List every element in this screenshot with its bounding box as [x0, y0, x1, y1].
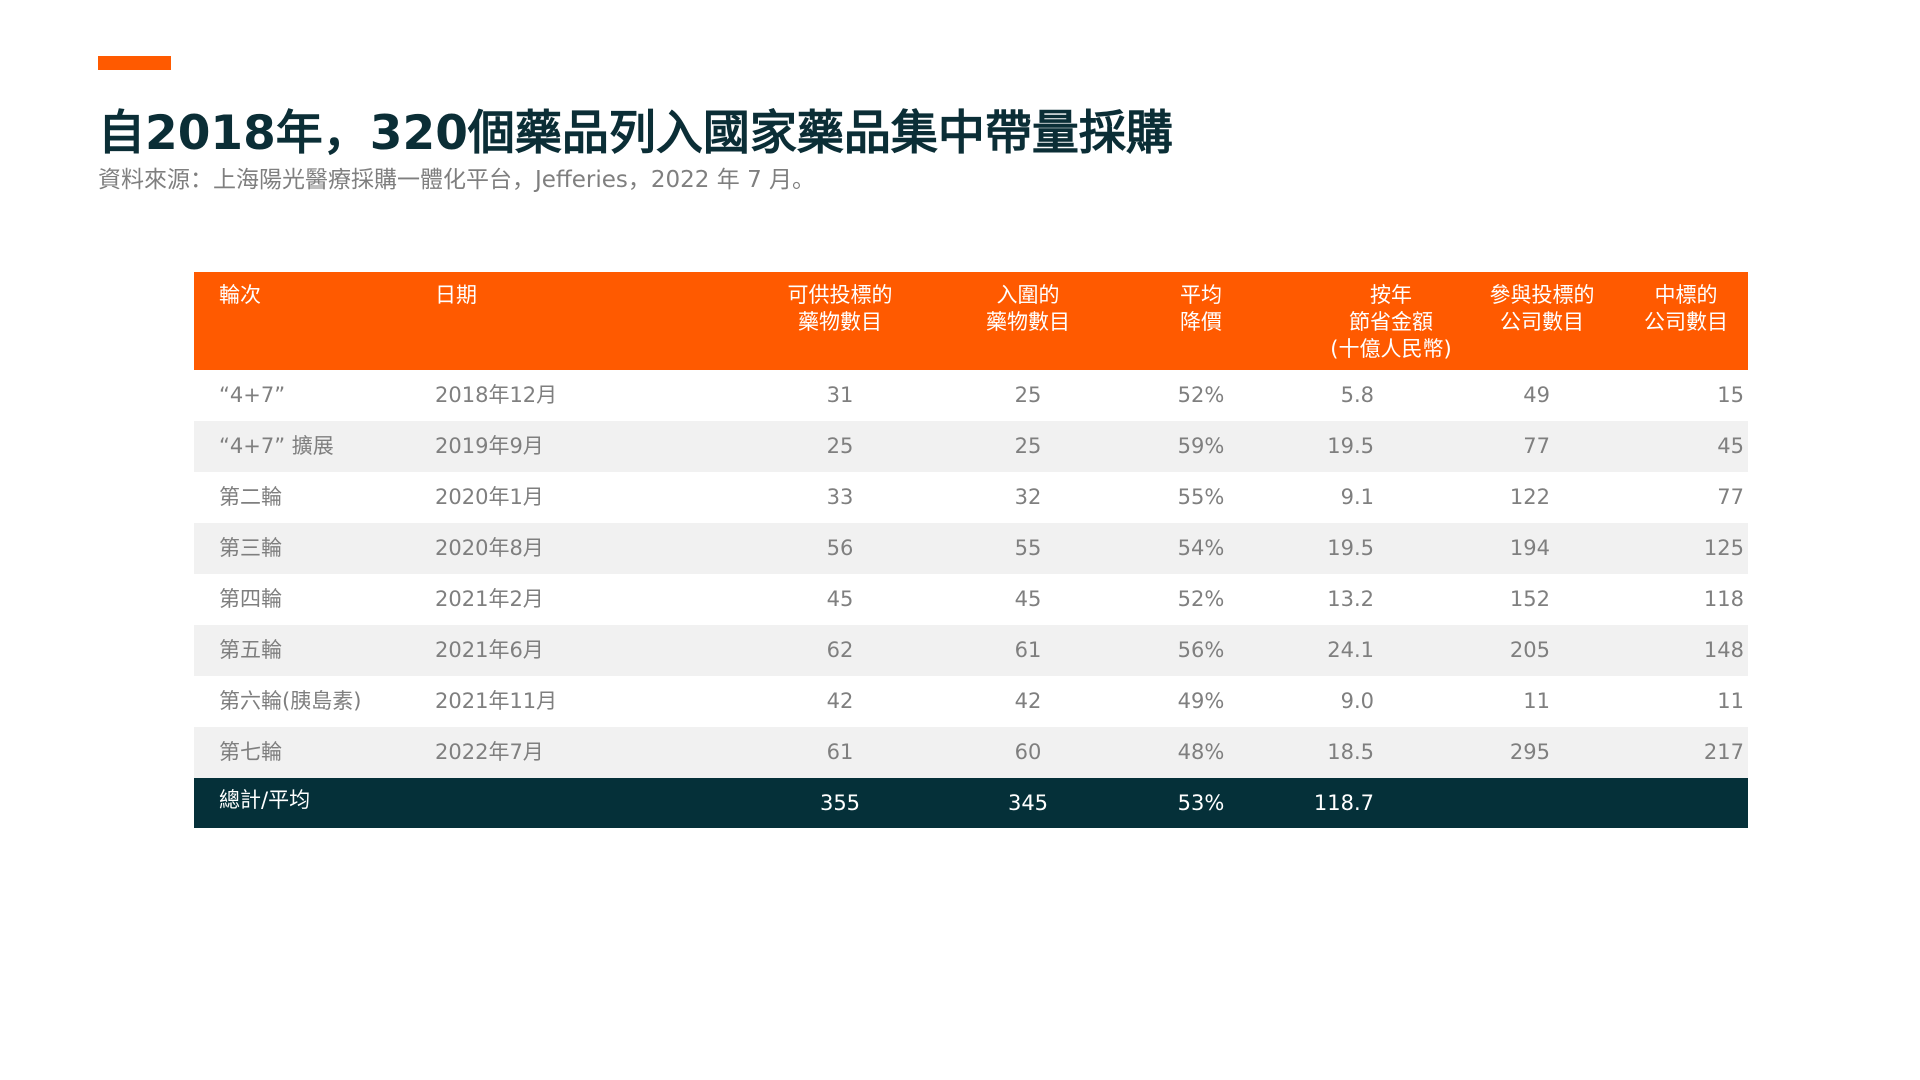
cell-annual-savings: 9.0: [1340, 689, 1374, 713]
cell-winning-companies: 45: [1717, 434, 1744, 458]
table-body: “4+7” 2018年12月 31 25 52% 5.8 49 15 “4+7” 擴展 2019年…: [194, 370, 1748, 778]
cell-drugs-available: 61: [826, 740, 854, 764]
page-title: 自2018年，320個藥品列入國家藥品集中帶量採購: [98, 106, 1173, 161]
accent-bar: [98, 56, 171, 70]
header-annual-savings: 按年 節省金額 (十億人民幣): [1330, 283, 1452, 361]
procurement-table: 輪次 日期 可供投標的 藥物數目 入圍的 藥物數目 平均 降價 按年 節省金額 …: [194, 272, 1748, 828]
cell-winning-companies: 148: [1703, 638, 1744, 662]
cell-winning-companies: 217: [1703, 740, 1744, 764]
cell-bidding-companies: 194: [1509, 536, 1550, 560]
cell-round: 第七輪: [219, 740, 282, 764]
header-winning-companies: 中標的 公司數目: [1644, 283, 1728, 334]
cell-avg-price-cut: 52%: [1177, 587, 1225, 611]
total-label: 總計/平均: [219, 788, 311, 812]
cell-avg-price-cut: 59%: [1177, 434, 1225, 458]
cell-winning-companies: 125: [1703, 536, 1744, 560]
cell-avg-price-cut: 52%: [1177, 383, 1225, 407]
cell-avg-price-cut: 55%: [1177, 485, 1225, 509]
cell-round: 第三輪: [219, 536, 282, 560]
cell-avg-price-cut: 48%: [1177, 740, 1225, 764]
total-drugs-selected: 345: [1007, 791, 1049, 815]
cell-bidding-companies: 77: [1523, 434, 1550, 458]
cell-annual-savings: 13.2: [1327, 587, 1374, 611]
total-annual-savings: 118.7: [1313, 791, 1374, 815]
cell-round: 第六輪(胰島素): [219, 689, 362, 713]
total-avg-price-cut: 53%: [1177, 791, 1225, 815]
cell-bidding-companies: 295: [1509, 740, 1550, 764]
cell-winning-companies: 11: [1717, 689, 1744, 713]
header-avg-price-cut: 平均 降價: [1180, 283, 1222, 334]
cell-drugs-selected: 55: [1014, 536, 1042, 560]
cell-drugs-selected: 25: [1014, 434, 1042, 458]
cell-drugs-available: 42: [826, 689, 854, 713]
header-date: 日期: [435, 283, 477, 307]
cell-annual-savings: 9.1: [1340, 485, 1374, 509]
cell-date: 2019年9月: [435, 434, 544, 458]
table-row: 第六輪(胰島素) 2021年11月 42 42 49% 9.0 11 11: [194, 676, 1748, 727]
cell-winning-companies: 118: [1703, 587, 1744, 611]
cell-annual-savings: 5.8: [1340, 383, 1374, 407]
cell-round: 第四輪: [219, 587, 282, 611]
total-drugs-available: 355: [819, 791, 861, 815]
cell-drugs-available: 25: [826, 434, 854, 458]
cell-drugs-selected: 61: [1014, 638, 1042, 662]
cell-date: 2021年2月: [435, 587, 544, 611]
table-row: “4+7” 擴展 2019年9月 25 25 59% 19.5 77 45: [194, 421, 1748, 472]
cell-bidding-companies: 11: [1523, 689, 1550, 713]
cell-drugs-selected: 45: [1014, 587, 1042, 611]
cell-date: 2018年12月: [435, 383, 558, 407]
cell-annual-savings: 19.5: [1327, 536, 1374, 560]
table-row: 第二輪 2020年1月 33 32 55% 9.1 122 77: [194, 472, 1748, 523]
cell-drugs-available: 56: [826, 536, 854, 560]
cell-avg-price-cut: 54%: [1177, 536, 1225, 560]
cell-annual-savings: 19.5: [1327, 434, 1374, 458]
cell-annual-savings: 18.5: [1327, 740, 1374, 764]
header-bidding-companies: 參與投標的 公司數目: [1489, 283, 1595, 334]
cell-date: 2020年8月: [435, 536, 544, 560]
cell-drugs-available: 45: [826, 587, 854, 611]
table-header: 輪次 日期 可供投標的 藥物數目 入圍的 藥物數目 平均 降價 按年 節省金額 …: [194, 272, 1748, 370]
source-note: 資料來源：上海陽光醫療採購一體化平台，Jefferies，2022 年 7 月。: [98, 167, 816, 193]
cell-drugs-available: 33: [826, 485, 854, 509]
cell-winning-companies: 15: [1717, 383, 1744, 407]
cell-date: 2020年1月: [435, 485, 544, 509]
cell-round: 第五輪: [219, 638, 282, 662]
header-drugs-available: 可供投標的 藥物數目: [787, 283, 893, 334]
cell-bidding-companies: 205: [1509, 638, 1550, 662]
cell-drugs-selected: 25: [1014, 383, 1042, 407]
table-row: 第五輪 2021年6月 62 61 56% 24.1 205 148: [194, 625, 1748, 676]
cell-round: “4+7” 擴展: [219, 434, 334, 458]
cell-bidding-companies: 122: [1509, 485, 1550, 509]
cell-bidding-companies: 49: [1523, 383, 1550, 407]
cell-date: 2022年7月: [435, 740, 544, 764]
cell-drugs-selected: 32: [1014, 485, 1042, 509]
header-drugs-selected: 入圍的 藥物數目: [986, 283, 1070, 334]
cell-bidding-companies: 152: [1509, 587, 1550, 611]
cell-drugs-available: 31: [826, 383, 854, 407]
table-row: 第四輪 2021年2月 45 45 52% 13.2 152 118: [194, 574, 1748, 625]
cell-annual-savings: 24.1: [1327, 638, 1374, 662]
cell-avg-price-cut: 49%: [1177, 689, 1225, 713]
table-row: 第七輪 2022年7月 61 60 48% 18.5 295 217: [194, 727, 1748, 778]
cell-winning-companies: 77: [1717, 485, 1744, 509]
header-round: 輪次: [219, 283, 261, 307]
cell-drugs-selected: 42: [1014, 689, 1042, 713]
table-row: “4+7” 2018年12月 31 25 52% 5.8 49 15: [194, 370, 1748, 421]
table-row: 第三輪 2020年8月 56 55 54% 19.5 194 125: [194, 523, 1748, 574]
total-row: 總計/平均 355 345 53% 118.7: [194, 778, 1748, 828]
cell-date: 2021年11月: [435, 689, 558, 713]
cell-avg-price-cut: 56%: [1177, 638, 1225, 662]
cell-round: “4+7”: [219, 383, 286, 407]
cell-drugs-selected: 60: [1014, 740, 1042, 764]
cell-drugs-available: 62: [826, 638, 854, 662]
cell-round: 第二輪: [219, 485, 282, 509]
cell-date: 2021年6月: [435, 638, 544, 662]
